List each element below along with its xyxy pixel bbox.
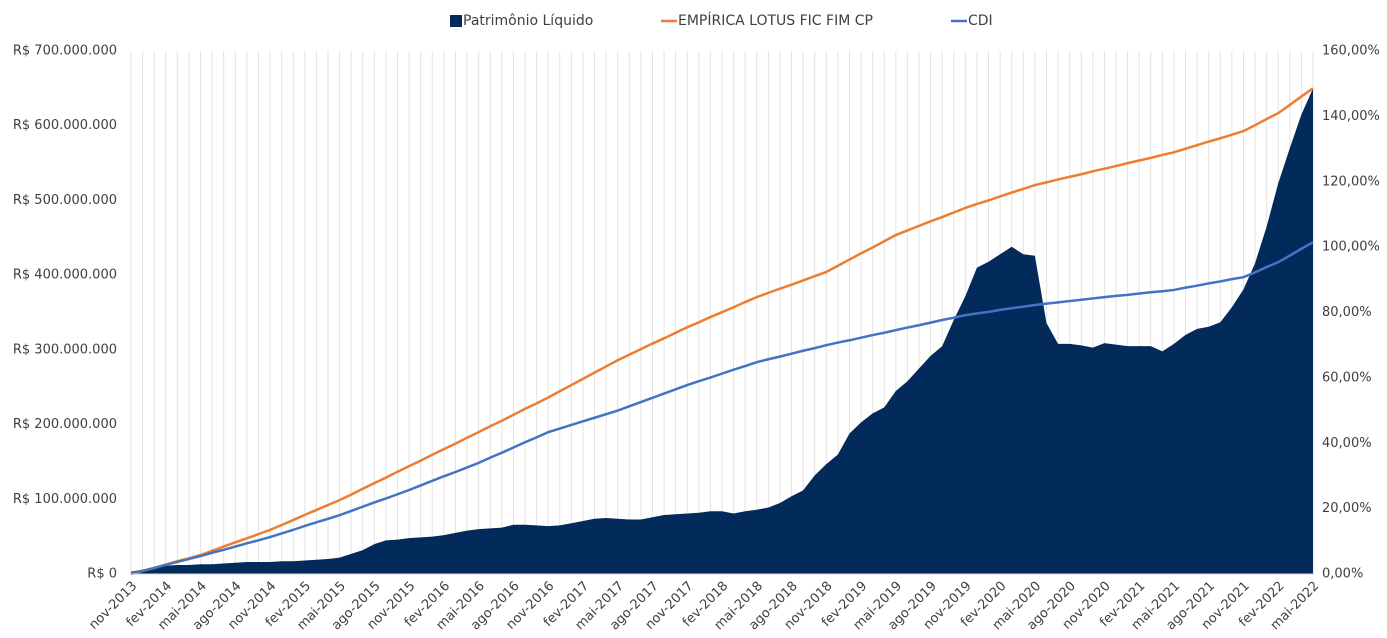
y2-tick-label: 120,00% (1322, 174, 1380, 189)
area (131, 88, 1313, 574)
y2-tick-label: 40,00% (1322, 436, 1372, 451)
legend-swatch (450, 15, 462, 27)
y2-tick-label: 140,00% (1322, 109, 1380, 124)
y2-tick-label: 160,00% (1322, 44, 1380, 59)
legend-label: Patrimônio Líquido (463, 13, 593, 29)
y2-tick-label: 20,00% (1322, 501, 1372, 516)
legend-label: CDI (968, 13, 993, 29)
line (130, 241, 1314, 576)
y-tick-label: R$ 600.000.000 (13, 118, 117, 133)
line (130, 87, 1314, 576)
y2-tick-label: 60,00% (1322, 370, 1372, 385)
y2-tick-label: 0,00% (1322, 567, 1363, 582)
y-tick-label: R$ 700.000.000 (13, 44, 117, 59)
y-tick-label: R$ 100.000.000 (13, 492, 117, 507)
y-tick-label: R$ 300.000.000 (13, 342, 117, 357)
y-tick-label: R$ 500.000.000 (13, 193, 117, 208)
y-tick-label: R$ 0 (87, 567, 117, 582)
y-tick-label: R$ 200.000.000 (13, 417, 117, 432)
legend-label: EMPÍRICA LOTUS FIC FIM CP (678, 12, 873, 29)
y-tick-label: R$ 400.000.000 (13, 268, 117, 283)
y2-tick-label: 80,00% (1322, 305, 1372, 320)
y2-tick-label: 100,00% (1322, 240, 1380, 255)
